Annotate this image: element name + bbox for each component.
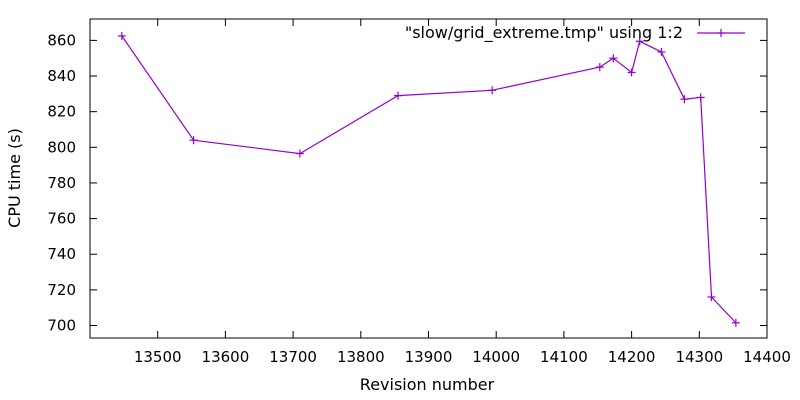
data-point	[189, 136, 198, 145]
y-tick-label: 780	[47, 174, 76, 192]
y-tick-label: 840	[47, 67, 76, 85]
data-point	[595, 63, 604, 72]
y-axis: 700 720 740 760 780 800 820 840 860	[47, 31, 767, 335]
x-tick-label: 14000	[472, 348, 520, 366]
data-point	[394, 91, 403, 100]
x-axis: 13500 13600 13700 13800 13900 14000 14100 14200…	[134, 19, 791, 366]
x-tick-label: 14200	[608, 348, 656, 366]
data-point	[635, 37, 644, 46]
y-tick-label: 720	[47, 281, 76, 299]
x-tick-label: 13900	[405, 348, 453, 366]
y-axis-title: CPU time (s)	[5, 128, 24, 228]
plot-frame	[89, 18, 768, 339]
x-tick-label: 13600	[202, 348, 250, 366]
legend-label: "slow/grid_extreme.tmp" using 1:2	[405, 23, 683, 43]
data-point	[731, 318, 740, 327]
legend: "slow/grid_extreme.tmp" using 1:2	[405, 23, 745, 43]
data-point	[657, 47, 666, 56]
y-tick-label: 760	[47, 210, 76, 228]
x-tick-label: 14400	[743, 348, 791, 366]
data-point	[696, 93, 705, 102]
x-tick-label: 14100	[540, 348, 588, 366]
x-tick-label: 13500	[134, 348, 182, 366]
plot-border	[89, 18, 768, 339]
y-tick-label: 800	[47, 138, 76, 156]
data-point	[117, 31, 126, 40]
data-point	[609, 54, 618, 63]
data-point	[680, 95, 689, 104]
series-line	[121, 35, 737, 324]
y-tick-label: 740	[47, 245, 76, 263]
series-area	[117, 31, 740, 327]
x-axis-title: Revision number	[360, 375, 495, 394]
data-point	[295, 149, 304, 158]
y-tick-label: 820	[47, 103, 76, 121]
y-tick-label: 700	[47, 317, 76, 335]
legend-marker	[717, 29, 725, 37]
y-tick-label: 860	[47, 31, 76, 49]
x-tick-label: 13800	[337, 348, 385, 366]
data-point	[627, 68, 636, 77]
data-point	[707, 293, 716, 302]
x-tick-label: 14300	[675, 348, 723, 366]
x-tick-label: 13700	[269, 348, 317, 366]
data-point	[488, 86, 497, 95]
